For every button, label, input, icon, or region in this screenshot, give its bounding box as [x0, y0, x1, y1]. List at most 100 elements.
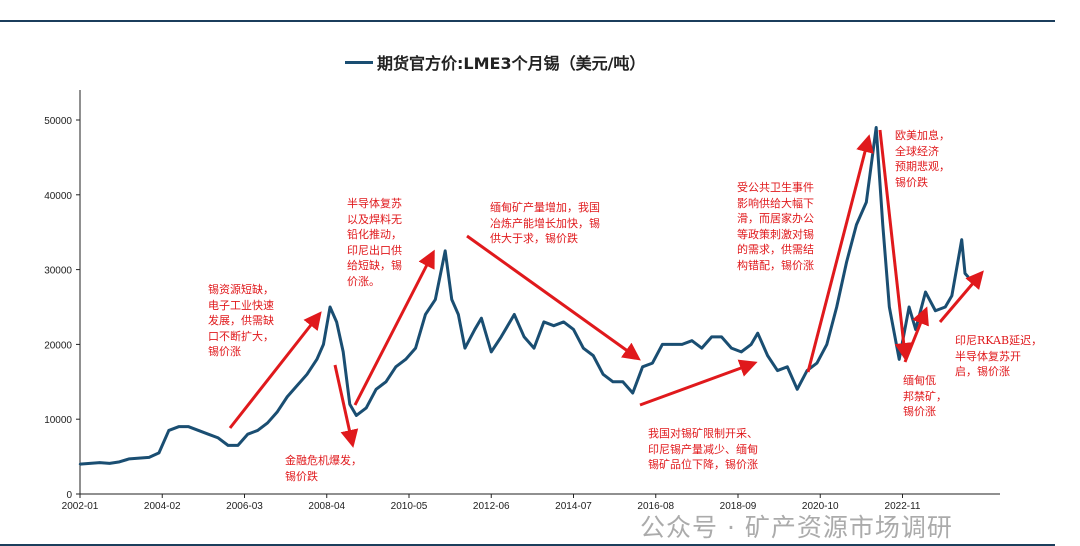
data-point — [499, 335, 503, 339]
data-point — [960, 238, 963, 241]
data-point — [490, 350, 493, 354]
data-point — [450, 298, 453, 301]
bottom-rule — [0, 544, 1055, 546]
data-point — [513, 313, 516, 316]
annotation-a5: 我国对锡矿限制开采、 印尼锡产量减少、缅甸 锡矿品位下降，锡价涨 — [648, 427, 758, 471]
x-tick-label: 2022-11 — [885, 501, 921, 512]
trend-arrow-1 — [228, 311, 322, 429]
y-tick-label: 40000 — [44, 191, 72, 202]
trend-arrow-6 — [806, 134, 874, 373]
chart-title: 期货官方价:LME3个月锡（美元/吨） — [345, 50, 645, 74]
data-point — [157, 451, 161, 455]
data-point — [815, 361, 819, 365]
x-tick-label: 2004-02 — [144, 501, 181, 512]
data-point — [315, 358, 319, 361]
data-point — [776, 369, 779, 372]
data-point — [414, 346, 417, 350]
x-tick-label: 2006-03 — [226, 501, 263, 512]
top-rule — [0, 20, 1055, 22]
data-point — [424, 313, 427, 316]
data-point — [720, 335, 723, 339]
data-point — [944, 305, 947, 309]
data-point — [730, 346, 733, 350]
data-point — [295, 384, 299, 387]
data-point — [562, 320, 565, 324]
data-point — [246, 432, 249, 436]
x-tick-label: 2002-01 — [62, 501, 99, 512]
annotation-a9: 印尼RKAB延迟， 半导体复苏开 启，锡价涨 — [955, 334, 1043, 378]
data-point — [342, 350, 345, 354]
trend-arrow-5 — [639, 359, 758, 407]
x-tick-label: 2020-10 — [802, 501, 839, 512]
data-point — [394, 365, 398, 369]
annotation-a3: 金融危机爆发， 锡价跌 — [285, 454, 362, 483]
data-point — [950, 294, 954, 297]
data-point — [582, 346, 585, 350]
data-point — [197, 429, 200, 432]
data-point — [934, 309, 937, 312]
trend-arrow-8 — [903, 306, 929, 363]
data-point — [305, 373, 309, 376]
legend-swatch — [345, 60, 373, 64]
data-point — [98, 461, 101, 464]
data-point — [552, 324, 555, 327]
trend-arrow-7 — [878, 129, 913, 361]
annotation-a4: 缅甸矿产量增加，我国 冶炼产能增长加快，锡 供大于求，锡价跌 — [490, 201, 600, 245]
data-point — [266, 421, 269, 425]
data-point — [328, 305, 332, 309]
data-point — [108, 462, 111, 465]
data-point — [374, 388, 378, 391]
data-point — [236, 444, 240, 447]
data-point — [118, 460, 121, 464]
x-tick-label: 2014-07 — [555, 501, 592, 512]
x-tick-label: 2018-09 — [720, 501, 757, 512]
data-point — [651, 361, 654, 365]
data-point — [443, 249, 447, 253]
watermark: 公众号 · 矿产资源市场调研 — [640, 513, 953, 542]
data-point — [957, 257, 960, 260]
data-point — [384, 380, 388, 383]
y-tick-label: 50000 — [44, 116, 72, 127]
data-point — [335, 320, 338, 324]
data-point — [480, 317, 483, 320]
x-tick-label: 2008-04 — [308, 501, 345, 512]
data-point — [749, 343, 753, 346]
trend-arrow-9 — [938, 270, 984, 323]
data-point — [907, 305, 911, 309]
data-point — [167, 429, 171, 432]
trend-arrow-3 — [353, 249, 435, 406]
data-point — [963, 272, 967, 275]
data-point — [690, 339, 694, 342]
annotation-a6: 受公共卫生事件 影响供给大幅下 滑，而居家办公 等政策刺激对锡 的需求，供需结 … — [737, 181, 814, 272]
price-line — [79, 125, 970, 466]
data-point — [522, 335, 526, 339]
data-point — [888, 305, 891, 309]
data-point — [855, 223, 858, 226]
x-tick-label: 2016-08 — [637, 501, 674, 512]
data-point — [611, 380, 615, 383]
data-point — [177, 425, 180, 428]
x-tick-label: 2012-06 — [473, 501, 510, 512]
data-point — [348, 403, 351, 406]
data-point — [631, 391, 634, 395]
data-point — [365, 406, 368, 410]
annotation-a1: 锡资源短缺， 电子工业快速 发展，供需缺 口不断扩大， 锡价涨 — [208, 283, 274, 358]
annotation-a7: 欧美加息， 全球经济 预期悲观， 锡价跌 — [895, 129, 950, 189]
data-point — [187, 425, 190, 428]
data-point — [881, 223, 884, 226]
data-point — [404, 358, 407, 361]
data-point — [967, 275, 970, 279]
data-point — [661, 343, 664, 346]
data-point — [216, 436, 220, 440]
data-point — [88, 462, 92, 465]
data-point — [874, 126, 878, 129]
data-point — [138, 456, 141, 460]
data-point — [700, 346, 704, 350]
x-tick-label: 2010-05 — [391, 501, 428, 512]
data-point — [845, 260, 848, 264]
data-point — [898, 358, 901, 361]
trend-arrow-2 — [333, 364, 359, 448]
data-point — [592, 354, 595, 357]
